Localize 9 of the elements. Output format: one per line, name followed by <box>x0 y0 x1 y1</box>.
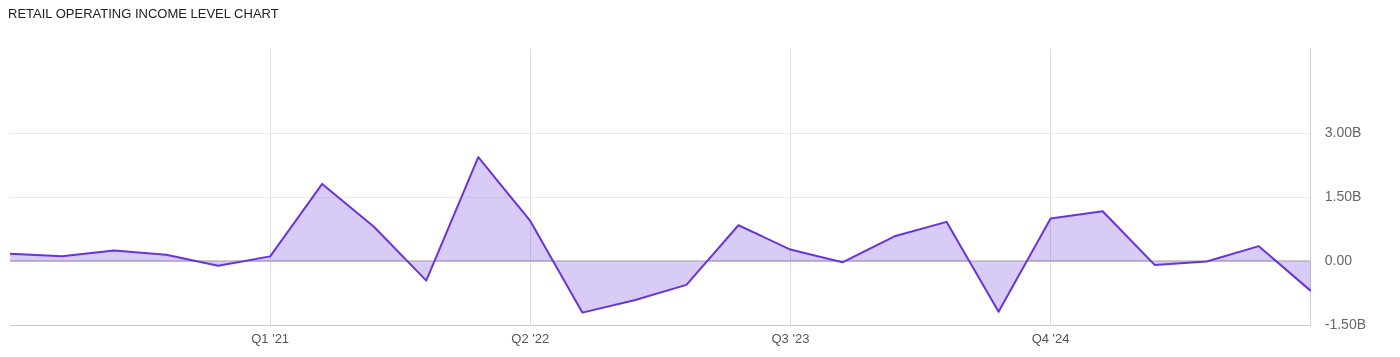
y-tick-label: 1.50B <box>1324 188 1362 205</box>
x-tick-label: Q4 '24 <box>1031 330 1070 346</box>
x-tick-label: Q3 '23 <box>771 330 810 346</box>
x-tick-label: Q2 '22 <box>511 330 550 346</box>
y-tick-label: -1.50B <box>1324 316 1366 333</box>
y-tick-label: 0.00 <box>1324 252 1353 269</box>
y-tick-label: 3.00B <box>1324 124 1362 141</box>
chart-title: RETAIL OPERATING INCOME LEVEL CHART <box>7 5 280 23</box>
x-tick-label: Q1 '21 <box>251 330 290 346</box>
